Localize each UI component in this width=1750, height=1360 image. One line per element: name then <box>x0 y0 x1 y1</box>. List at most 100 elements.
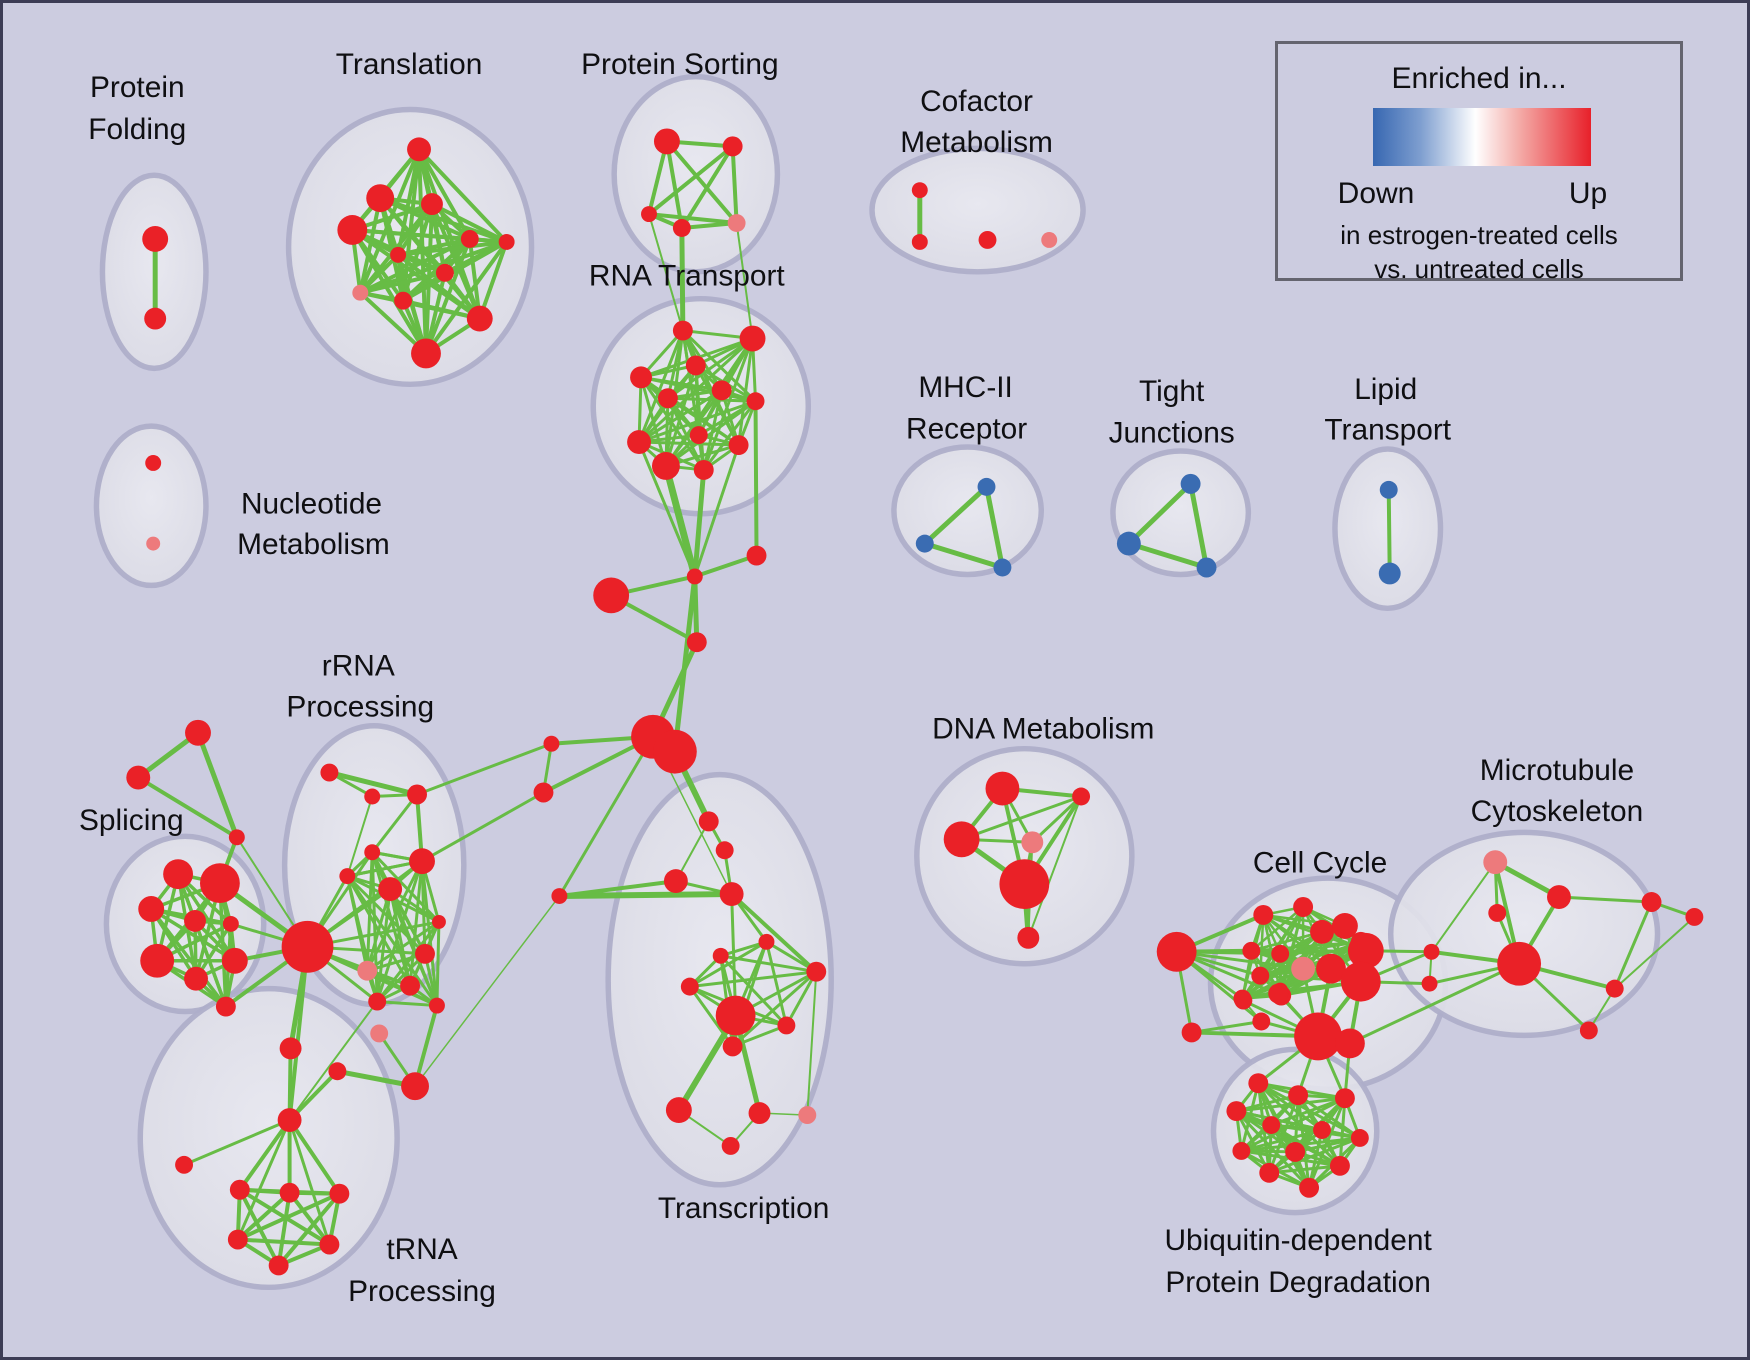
edge-rr8-rr9 <box>365 920 441 973</box>
edge-sp3-sp9 <box>149 907 228 1009</box>
edge-cc14-cc9 <box>1259 940 1363 977</box>
edge-u7-u9 <box>1293 1136 1362 1154</box>
edge-tcl-tc4 <box>556 891 735 900</box>
edge-rt10-hub1 <box>693 443 741 578</box>
cluster-label-line: Junctions <box>1109 417 1235 450</box>
cluster-label-line: Protein Sorting <box>581 48 779 81</box>
edge-tnh-tnl <box>182 1118 292 1167</box>
node-cm1 <box>911 182 928 199</box>
cluster-ellipse-cofactor-metabolism <box>869 145 1086 275</box>
edge-rr6-cl2 <box>420 791 545 863</box>
edge-rr2-rr5 <box>346 795 374 878</box>
node-rt11 <box>651 452 680 480</box>
node-dm2 <box>1072 787 1091 806</box>
edge-t1-t5 <box>417 147 472 241</box>
edge-u4-u12 <box>1234 1109 1311 1190</box>
edge-tc5-tc6 <box>719 940 768 958</box>
edge-t6-t8 <box>358 252 401 295</box>
node-cc3 <box>1310 919 1334 944</box>
node-sp5 <box>222 915 239 932</box>
node-rr1 <box>320 763 339 782</box>
node-u2 <box>1288 1085 1309 1106</box>
edge-t1-t8 <box>358 147 422 295</box>
node-cc6 <box>1291 956 1316 981</box>
node-tn3 <box>329 1183 350 1204</box>
node-ccl <box>1156 931 1197 972</box>
node-tc3 <box>663 869 688 894</box>
edge-ps2-ps3 <box>647 144 735 217</box>
node-mt4 <box>1641 892 1662 912</box>
legend-down-label: Down <box>1337 177 1415 210</box>
node-rr11 <box>400 975 421 996</box>
node-dm5 <box>999 859 1050 909</box>
node-tn2 <box>279 1182 300 1203</box>
cluster-ellipse-trna-processing <box>137 985 400 1291</box>
edge-tc4-tcb <box>730 892 738 1018</box>
node-mt6 <box>1685 907 1704 926</box>
cluster-label-line: DNA Metabolism <box>932 712 1154 745</box>
cluster-label-line: Processing <box>348 1275 496 1308</box>
node-tri3 <box>228 829 245 846</box>
node-cl1 <box>543 735 560 752</box>
edge-mt2-mt4 <box>1557 895 1654 904</box>
node-cc2 <box>1293 897 1314 917</box>
edge-rr11-rr5 <box>345 874 412 988</box>
node-sp4 <box>184 909 206 932</box>
edge-ps2-ps4 <box>679 144 735 230</box>
edge-rr10-tnh <box>288 1000 379 1122</box>
edge-dm2-dm3 <box>1030 794 1083 844</box>
edge-hub1-cr <box>692 553 759 579</box>
edge-rt4-rt12 <box>639 375 706 472</box>
node-tj3 <box>1196 557 1217 578</box>
node-rr3 <box>407 784 427 805</box>
cluster-ellipse-nucleotide-metabolism <box>93 423 209 589</box>
node-t3 <box>337 215 368 245</box>
edge-mh2-mh3 <box>922 541 1005 570</box>
edge-tnh-tn4 <box>236 1118 292 1242</box>
node-mt5 <box>1579 1021 1598 1040</box>
node-mt2 <box>1547 885 1571 909</box>
edge-u1-u6 <box>1256 1081 1324 1132</box>
node-cc5 <box>1271 944 1290 963</box>
node-tj2 <box>1116 531 1141 556</box>
edge-cch2-mtb <box>1348 962 1521 1045</box>
node-ubt3 <box>1268 983 1289 1004</box>
cluster-label-line: Microtubule <box>1480 754 1634 787</box>
edge-u6-u8 <box>1239 1128 1324 1153</box>
node-cc4 <box>1331 912 1358 939</box>
edge-ccl-cc6 <box>1175 950 1305 971</box>
edge-rt1-rt7 <box>681 329 758 403</box>
node-mtb <box>1497 941 1542 986</box>
node-lt1 <box>1379 480 1398 499</box>
node-rr15 <box>401 1072 429 1101</box>
edge-rr12-rr17 <box>370 850 439 1008</box>
edge-rr10-rr5 <box>345 874 379 1004</box>
cluster-label-line: Nucleotide <box>241 487 382 520</box>
node-cc7 <box>1316 953 1346 984</box>
edge-rt12-hub1 <box>692 467 707 579</box>
cluster-label-line: Metabolism <box>900 126 1053 159</box>
node-cch2 <box>1334 1028 1365 1059</box>
node-tc8 <box>680 977 699 996</box>
edge-cc14-cc15 <box>1250 940 1363 953</box>
node-t10 <box>466 305 493 332</box>
edge-tj1-tj3 <box>1188 481 1210 570</box>
node-nm1 <box>145 454 162 471</box>
node-tc12 <box>748 1102 771 1125</box>
edge-tn1-tn6 <box>237 1187 281 1268</box>
cluster-labels: Protein Folding Translation Protein Sorting… <box>79 48 1643 1308</box>
edge-rr10-rr17 <box>370 850 379 1004</box>
node-sp9 <box>215 996 236 1017</box>
edge-tn4-tn5 <box>235 1237 332 1247</box>
edge-tc4-tc7 <box>729 892 819 974</box>
node-t4 <box>421 193 443 216</box>
node-sp7 <box>184 966 208 991</box>
edge-ps3-rt1 <box>648 213 684 332</box>
node-rt2 <box>739 325 766 352</box>
node-u9 <box>1285 1141 1306 1162</box>
edge-t3-t11 <box>350 228 428 356</box>
edge-sp3-sp8 <box>149 907 237 963</box>
node-tc14 <box>721 1136 740 1155</box>
node-ccr1 <box>1423 943 1440 960</box>
